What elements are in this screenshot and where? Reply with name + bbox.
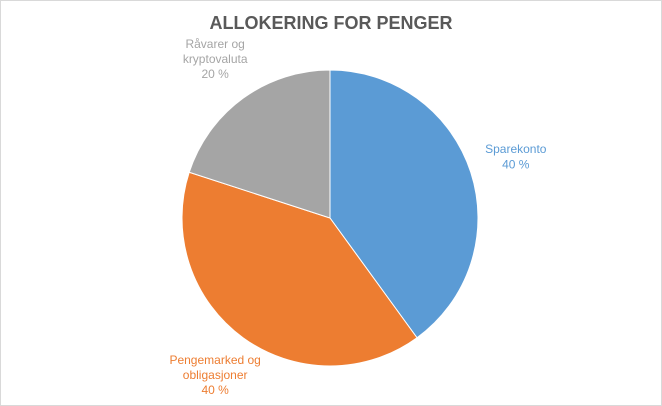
data-label-category: Pengemarked og obligasjoner	[169, 353, 260, 382]
pie-slice	[181, 171, 418, 367]
data-label-value: 40 %	[502, 157, 530, 171]
pie-slice	[188, 69, 331, 219]
data-label-value: 40 %	[201, 383, 229, 397]
data-label-value: 20 %	[201, 67, 229, 81]
pie-slice	[329, 69, 479, 339]
data-label-category: Sparekonto	[485, 142, 547, 156]
data-label-category: Råvarer og kryptovaluta	[183, 37, 248, 66]
chart-title: ALLOKERING FOR PENGER	[209, 13, 452, 33]
